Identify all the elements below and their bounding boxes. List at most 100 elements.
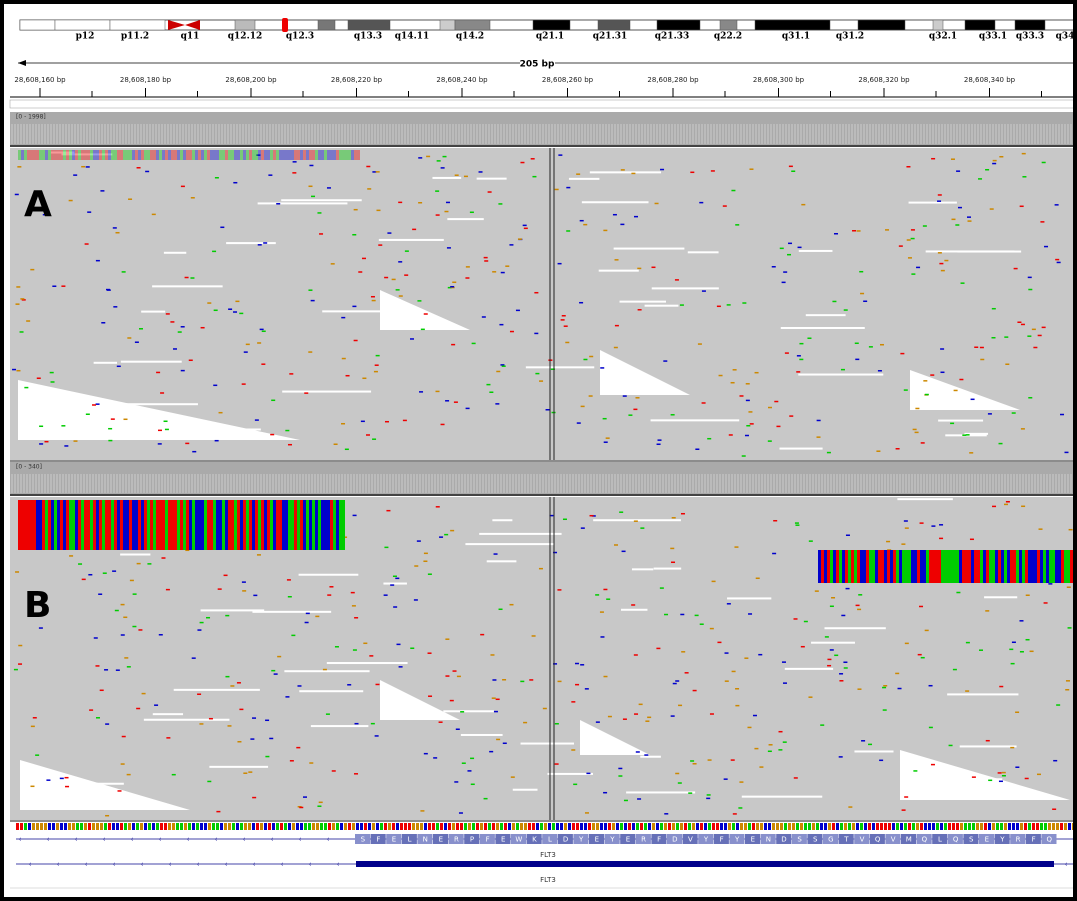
sequence-base — [776, 823, 779, 830]
mismatch — [1052, 808, 1056, 810]
mismatch — [362, 258, 366, 260]
sequence-base — [524, 823, 527, 830]
mismatch — [65, 786, 69, 788]
mismatch — [290, 760, 294, 762]
mismatch-block — [51, 150, 54, 160]
mismatch — [166, 737, 170, 739]
mismatch — [699, 202, 703, 204]
strand-arrow: ‹ — [140, 860, 143, 869]
ruler-gap — [10, 100, 1077, 108]
mismatch — [675, 279, 679, 281]
mismatch-block — [267, 150, 270, 160]
read-gap — [141, 311, 165, 313]
ideogram-band — [657, 20, 700, 30]
sequence-base — [472, 823, 475, 830]
mismatch — [197, 629, 201, 631]
mismatch — [352, 306, 356, 308]
mismatch — [441, 424, 445, 426]
mismatch — [166, 313, 170, 315]
mismatch — [372, 438, 376, 440]
mismatch-block — [57, 500, 60, 550]
mismatch — [423, 561, 427, 563]
mismatch-block — [1034, 550, 1037, 583]
mismatch-block — [87, 500, 90, 550]
mismatch — [804, 621, 808, 623]
mismatch-block — [893, 550, 896, 583]
mismatch — [510, 331, 514, 333]
mismatch — [86, 166, 90, 168]
mismatch — [1028, 289, 1032, 291]
mismatch — [1069, 529, 1073, 531]
mismatch-block — [345, 150, 348, 160]
mismatch — [620, 224, 624, 226]
mismatch-block — [126, 500, 129, 550]
band-label: q22.2 — [714, 32, 742, 42]
sequence-base — [272, 823, 275, 830]
mismatch — [856, 605, 860, 607]
mismatch-block — [36, 150, 39, 160]
mismatch-block — [219, 150, 222, 160]
sequence-base — [224, 823, 227, 830]
mismatch-block — [36, 500, 39, 550]
mismatch — [688, 792, 692, 794]
mismatch — [735, 705, 739, 707]
mismatch — [277, 656, 281, 658]
mismatch-block — [30, 500, 33, 550]
sequence-base — [788, 823, 791, 830]
ideogram-band — [965, 20, 995, 30]
mismatch-block — [102, 500, 105, 550]
sequence-base — [148, 823, 151, 830]
mismatch — [499, 609, 503, 611]
mismatch-block — [192, 500, 195, 550]
mismatch-block — [249, 500, 252, 550]
mismatch — [843, 661, 847, 663]
mismatch — [237, 682, 241, 684]
mismatch-block — [315, 500, 318, 550]
mismatch — [524, 228, 528, 230]
mismatch — [603, 418, 607, 420]
mismatch — [782, 282, 786, 284]
mismatch — [494, 553, 498, 555]
mismatch — [181, 326, 185, 328]
mismatch — [160, 392, 164, 394]
mismatch-block — [1058, 550, 1061, 583]
sequence-base — [324, 823, 327, 830]
mismatch-block — [84, 150, 87, 160]
mismatch-block — [348, 150, 351, 160]
amino-acid-label: M — [906, 836, 912, 844]
mismatch — [925, 394, 929, 396]
mismatch — [799, 343, 803, 345]
mismatch — [412, 229, 416, 231]
sequence-base — [688, 823, 691, 830]
mismatch-block — [866, 550, 869, 583]
mismatch — [1017, 322, 1021, 324]
mismatch — [633, 409, 637, 411]
mismatch — [496, 739, 500, 741]
mismatch-block — [878, 550, 881, 583]
mismatch — [758, 654, 762, 656]
mismatch — [883, 685, 887, 687]
mismatch — [795, 524, 799, 526]
mismatch — [575, 684, 579, 686]
amino-acid-label: S — [813, 836, 818, 844]
mismatch — [135, 341, 139, 343]
sequence-base — [316, 823, 319, 830]
sequence-base — [724, 823, 727, 830]
mismatch — [675, 773, 679, 775]
mismatch — [1066, 680, 1070, 682]
mismatch-block — [21, 500, 24, 550]
mismatch — [396, 644, 400, 646]
mismatch — [886, 541, 890, 543]
mismatch-block — [1052, 550, 1055, 583]
read-gap — [640, 756, 661, 758]
mismatch-block — [336, 500, 339, 550]
mismatch — [904, 520, 908, 522]
mismatch-block — [312, 150, 315, 160]
mismatch-block — [213, 500, 216, 550]
mismatch — [905, 527, 909, 529]
mismatch — [520, 162, 524, 164]
amino-acid-label: L — [938, 836, 942, 844]
mismatch — [783, 682, 787, 684]
mismatch — [735, 688, 739, 690]
mismatch — [534, 292, 538, 294]
